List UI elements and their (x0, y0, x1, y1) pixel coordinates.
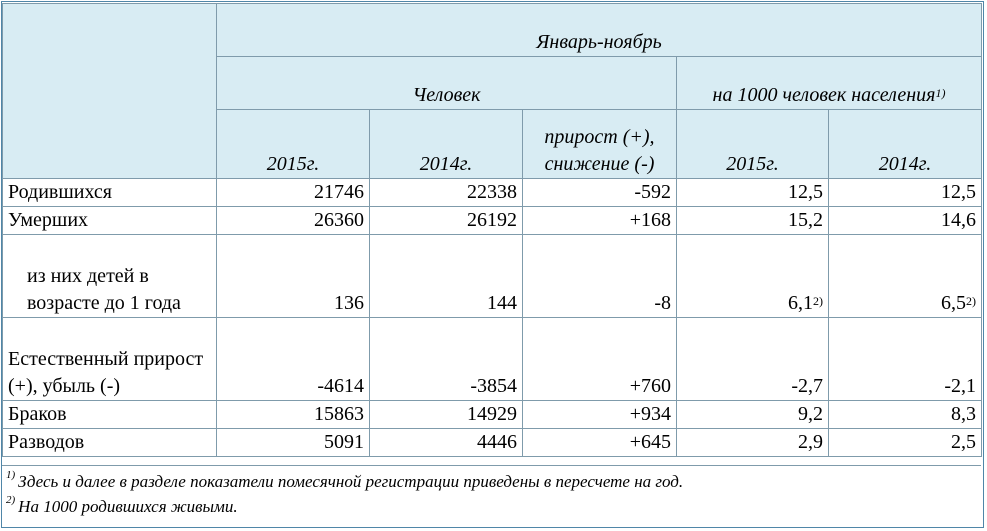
cell-2014: -3854 (369, 317, 523, 401)
cell-2014: 26192 (369, 206, 523, 235)
table-row-infant-deaths: из них детей в возрасте до 1 года 136 14… (2, 234, 983, 318)
cell-2015: -4614 (216, 317, 370, 401)
header-period: Январь-ноябрь (215, 3, 983, 57)
cell-rate-2014: 8,3 (827, 400, 983, 429)
cell-rate-2015: 9,2 (676, 400, 829, 429)
col-header-change: прирост (+), снижение (-) (522, 109, 677, 179)
cell-change: +645 (522, 428, 677, 457)
header-row-columns: 2015г. 2014г. прирост (+), снижение (-) … (3, 109, 983, 179)
table-row-births: Родившихся 21746 22338 -592 12,5 12,5 (2, 178, 983, 207)
cell-2015: 5091 (216, 428, 370, 457)
cell-rate-2014: 6,52) (827, 234, 983, 318)
cell-2014: 22338 (369, 178, 523, 207)
footnote-text: На 1000 родившихся живыми. (18, 497, 238, 516)
rate-value: 6,5 (941, 292, 967, 314)
cell-rate-2014: -2,1 (827, 317, 983, 401)
col-header-2014-rate: 2014г. (827, 109, 983, 179)
row-label: Разводов (2, 428, 217, 457)
cell-2014: 14929 (369, 400, 523, 429)
table-row-marriages: Браков 15863 14929 +934 9,2 8,3 (2, 400, 983, 429)
cell-change: -8 (522, 234, 677, 318)
header-group-people: Человек (216, 56, 677, 110)
row-label: Умерших (2, 206, 217, 235)
cell-rate-2014: 14,6 (827, 206, 983, 235)
footnotes: 1) Здесь и далее в разделе показатели пом… (2, 465, 981, 524)
cell-change: +934 (522, 400, 677, 429)
header-row-period: Январь-ноябрь (2, 3, 983, 179)
cell-rate-2015: 6,12) (676, 234, 829, 318)
cell-2015: 15863 (216, 400, 370, 429)
rate-value: 6,1 (788, 292, 813, 314)
cell-2014: 144 (369, 234, 523, 318)
col-header-2015-people: 2015г. (216, 109, 370, 179)
footnote-mark: 1) (6, 469, 16, 481)
demographics-table: Январь-ноябрь Человек на 1000 человек на… (2, 3, 983, 457)
footnote-mark: 2) (6, 494, 16, 506)
row-label: из них детей в возрасте до 1 года (2, 234, 217, 318)
col-header-2015-rate: 2015г. (676, 109, 829, 179)
cell-2014: 4446 (369, 428, 523, 457)
row-label: Браков (2, 400, 217, 429)
cell-change: +168 (522, 206, 677, 235)
cell-rate-2014: 2,5 (827, 428, 983, 457)
cell-2015: 21746 (216, 178, 370, 207)
row-label: Родившихся (2, 178, 217, 207)
cell-rate-2015: 2,9 (676, 428, 829, 457)
footnote-2: 2) На 1000 родившихся живыми. (6, 494, 238, 517)
footnote-ref-2: 2) (813, 294, 823, 308)
footnote-ref-2: 2) (966, 294, 977, 308)
cell-rate-2014: 12,5 (827, 178, 983, 207)
header-group-per1000: на 1000 человек населения1) (675, 56, 983, 110)
footnote-1: 1) Здесь и далее в разделе показатели пом… (6, 469, 684, 492)
table-row-divorces: Разводов 5091 4446 +645 2,9 2,5 (2, 428, 983, 457)
cell-2015: 136 (216, 234, 370, 318)
cell-change: +760 (522, 317, 677, 401)
cell-rate-2015: 15,2 (676, 206, 829, 235)
header-row-groups: Человек на 1000 человек населения1) (3, 56, 983, 110)
header-group-per1000-label: на 1000 человек населения (712, 84, 936, 106)
cell-2015: 26360 (216, 206, 370, 235)
row-label: Естественный прирост (+), убыль (-) (2, 317, 217, 401)
col-header-2014-people: 2014г. (369, 109, 523, 179)
footnote-text: Здесь и далее в разделе показатели помес… (18, 472, 684, 491)
footnote-ref-1: 1) (935, 86, 946, 100)
table-row-natural-increase: Естественный прирост (+), убыль (-) -461… (2, 317, 983, 401)
cell-rate-2015: -2,7 (676, 317, 829, 401)
header-corner (2, 3, 217, 179)
cell-rate-2015: 12,5 (676, 178, 829, 207)
cell-change: -592 (522, 178, 677, 207)
table-row-deaths: Умерших 26360 26192 +168 15,2 14,6 (2, 206, 983, 235)
